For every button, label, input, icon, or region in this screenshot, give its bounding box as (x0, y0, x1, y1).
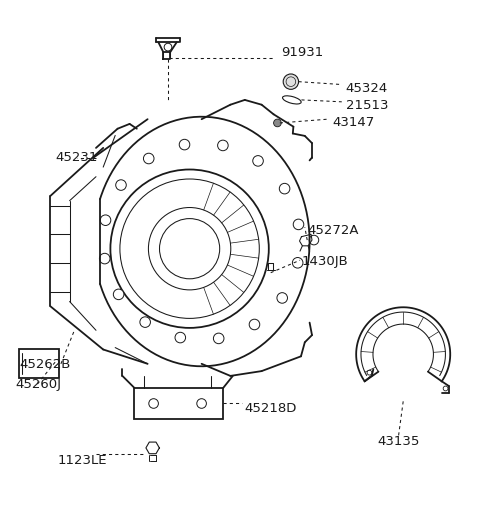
Circle shape (292, 258, 303, 268)
Text: 43147: 43147 (333, 117, 375, 129)
Bar (134, 388, 223, 419)
Text: 45272A: 45272A (307, 224, 359, 237)
Circle shape (144, 153, 154, 164)
Circle shape (217, 140, 228, 151)
Text: 1123LE: 1123LE (58, 454, 107, 467)
Circle shape (140, 317, 150, 328)
Text: 1430JB: 1430JB (301, 255, 348, 268)
Bar (19, 348, 59, 378)
Circle shape (99, 254, 110, 264)
Circle shape (214, 333, 224, 344)
Circle shape (179, 139, 190, 150)
Circle shape (100, 215, 111, 226)
Text: 45218D: 45218D (245, 402, 297, 415)
Circle shape (283, 74, 299, 89)
Text: 45260J: 45260J (15, 378, 61, 390)
Text: 45324: 45324 (346, 82, 388, 95)
Text: 45231: 45231 (55, 151, 97, 164)
Circle shape (279, 184, 290, 194)
Text: 91931: 91931 (281, 46, 323, 59)
Text: 45262B: 45262B (19, 358, 71, 371)
Circle shape (113, 289, 124, 300)
Text: 43135: 43135 (377, 435, 420, 448)
Circle shape (175, 332, 186, 343)
Circle shape (274, 119, 281, 127)
Text: 21513: 21513 (346, 99, 388, 112)
Circle shape (293, 219, 304, 230)
Circle shape (277, 293, 288, 303)
Circle shape (116, 180, 126, 190)
Circle shape (249, 319, 260, 330)
Circle shape (253, 156, 264, 166)
Circle shape (164, 43, 172, 51)
